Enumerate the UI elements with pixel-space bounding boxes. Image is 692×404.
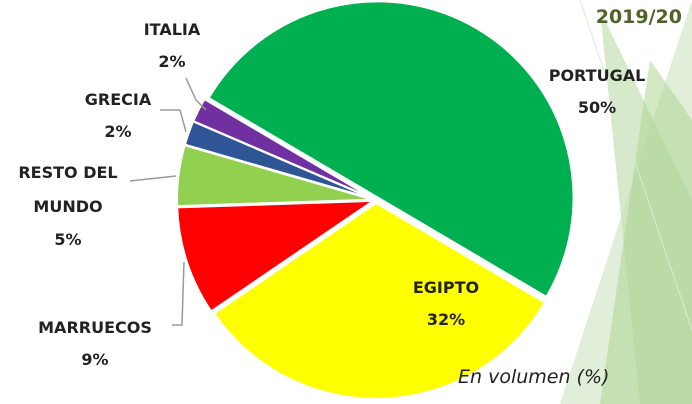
value-label: 5% [54, 230, 82, 249]
pie-slice [191, 97, 374, 200]
value-label: 9% [81, 350, 109, 369]
category-label: GRECIA [84, 90, 152, 109]
category-label: MARRUECOS [38, 318, 152, 337]
value-label: 2% [158, 52, 186, 71]
value-label: 50% [577, 98, 617, 117]
slice-label: MARRUECOS 9% [38, 312, 152, 376]
chart-title: 2019/20 [595, 6, 682, 28]
value-label: 2% [104, 122, 132, 141]
slice-label: ITALIA 2% [144, 14, 201, 78]
slice-label: RESTO DEL MUNDO 5% [3, 156, 133, 256]
pie-slice [207, 0, 575, 299]
category-label: EGIPTO [412, 278, 480, 297]
slice-label: EGIPTO 32% [413, 272, 479, 336]
decoration [560, 0, 692, 404]
slice-label: GRECIA 2% [85, 84, 151, 148]
pie-slice [212, 201, 547, 400]
pie [176, 0, 575, 400]
chart-subtitle: En volumen (%) [458, 366, 610, 388]
pie-slice [176, 199, 377, 313]
category-label: PORTUGAL [548, 66, 646, 85]
category-label: ITALIA [143, 20, 201, 39]
category-label: RESTO DEL MUNDO [18, 163, 118, 216]
value-label: 32% [426, 310, 466, 329]
leader-lines [129, 77, 207, 326]
slice-label: PORTUGAL 50% [549, 60, 646, 124]
